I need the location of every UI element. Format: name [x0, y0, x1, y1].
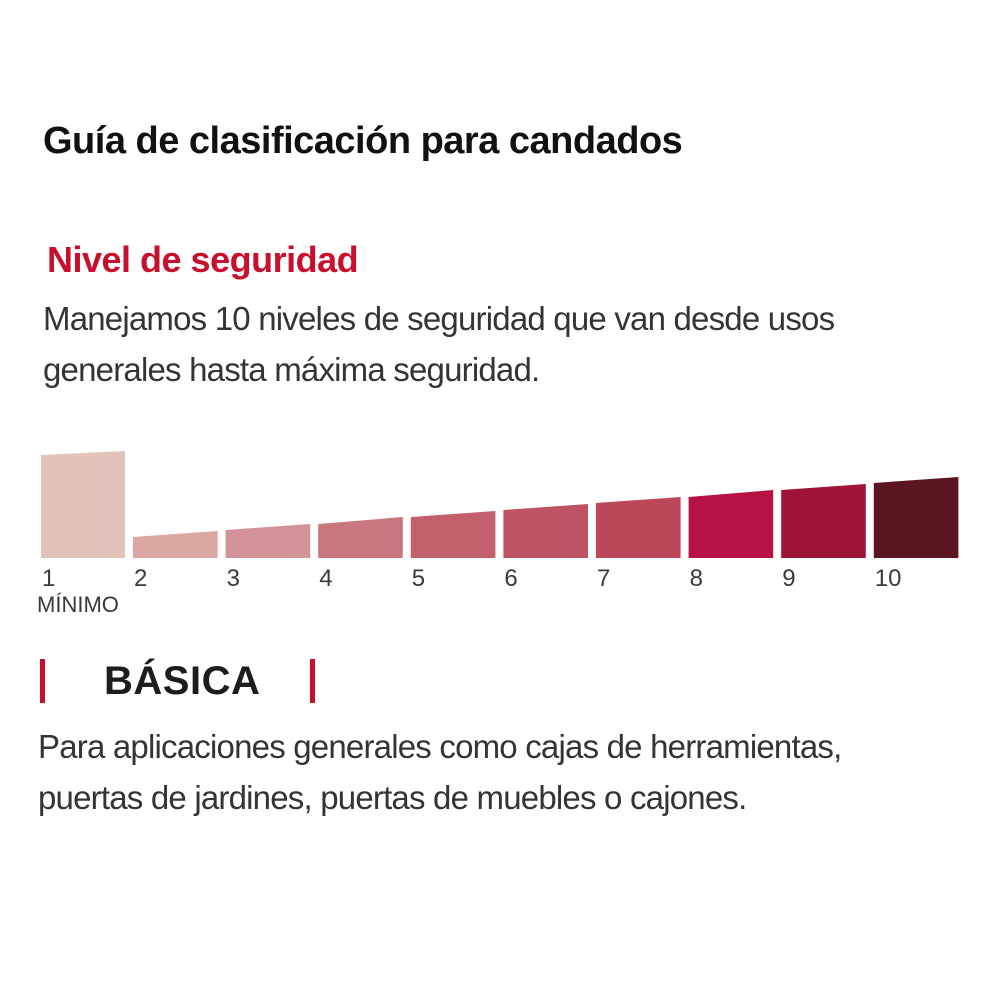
section-heading: Nivel de seguridad	[47, 239, 359, 280]
category-description: Para aplicaciones generales como cajas d…	[38, 721, 842, 823]
tick-label-5: 5	[412, 565, 425, 592]
bar-level-10	[873, 477, 959, 558]
bar-level-4	[318, 517, 403, 558]
bar-level-5	[410, 511, 496, 558]
category-name: BÁSICA	[104, 659, 261, 703]
bar-level-6	[503, 504, 588, 558]
category-tick-left-bar	[40, 659, 45, 703]
bar-level-8	[688, 490, 774, 558]
tick-label-6: 6	[504, 565, 517, 592]
page-title: Guía de clasificación para candados	[43, 120, 683, 162]
intro-line-1: Manejamos 10 niveles de seguridad que va…	[43, 300, 835, 337]
tick-label-3: 3	[227, 565, 240, 592]
bar-level-2	[133, 531, 218, 558]
bar-level-9	[781, 484, 866, 558]
min-level-label: MÍNIMO	[37, 592, 119, 617]
tick-label-7: 7	[597, 565, 610, 592]
tick-label-8: 8	[690, 565, 703, 592]
tick-label-4: 4	[319, 565, 332, 592]
tick-label-9: 9	[782, 565, 795, 592]
category-tick-right-bar	[310, 659, 315, 703]
category-description-line-1: Para aplicaciones generales como cajas d…	[38, 728, 842, 765]
intro-line-2: generales hasta máxima seguridad.	[43, 351, 540, 388]
tick-label-1: 1	[42, 565, 55, 592]
tick-label-10: 10	[875, 565, 902, 592]
bar-level-1	[41, 451, 125, 558]
bar-level-7	[596, 497, 681, 558]
intro-paragraph: Manejamos 10 niveles de seguridad que va…	[43, 293, 835, 395]
tick-label-2: 2	[134, 565, 147, 592]
category-description-line-2: puertas de jardines, puertas de muebles …	[38, 779, 747, 816]
bar-level-3	[225, 524, 311, 558]
